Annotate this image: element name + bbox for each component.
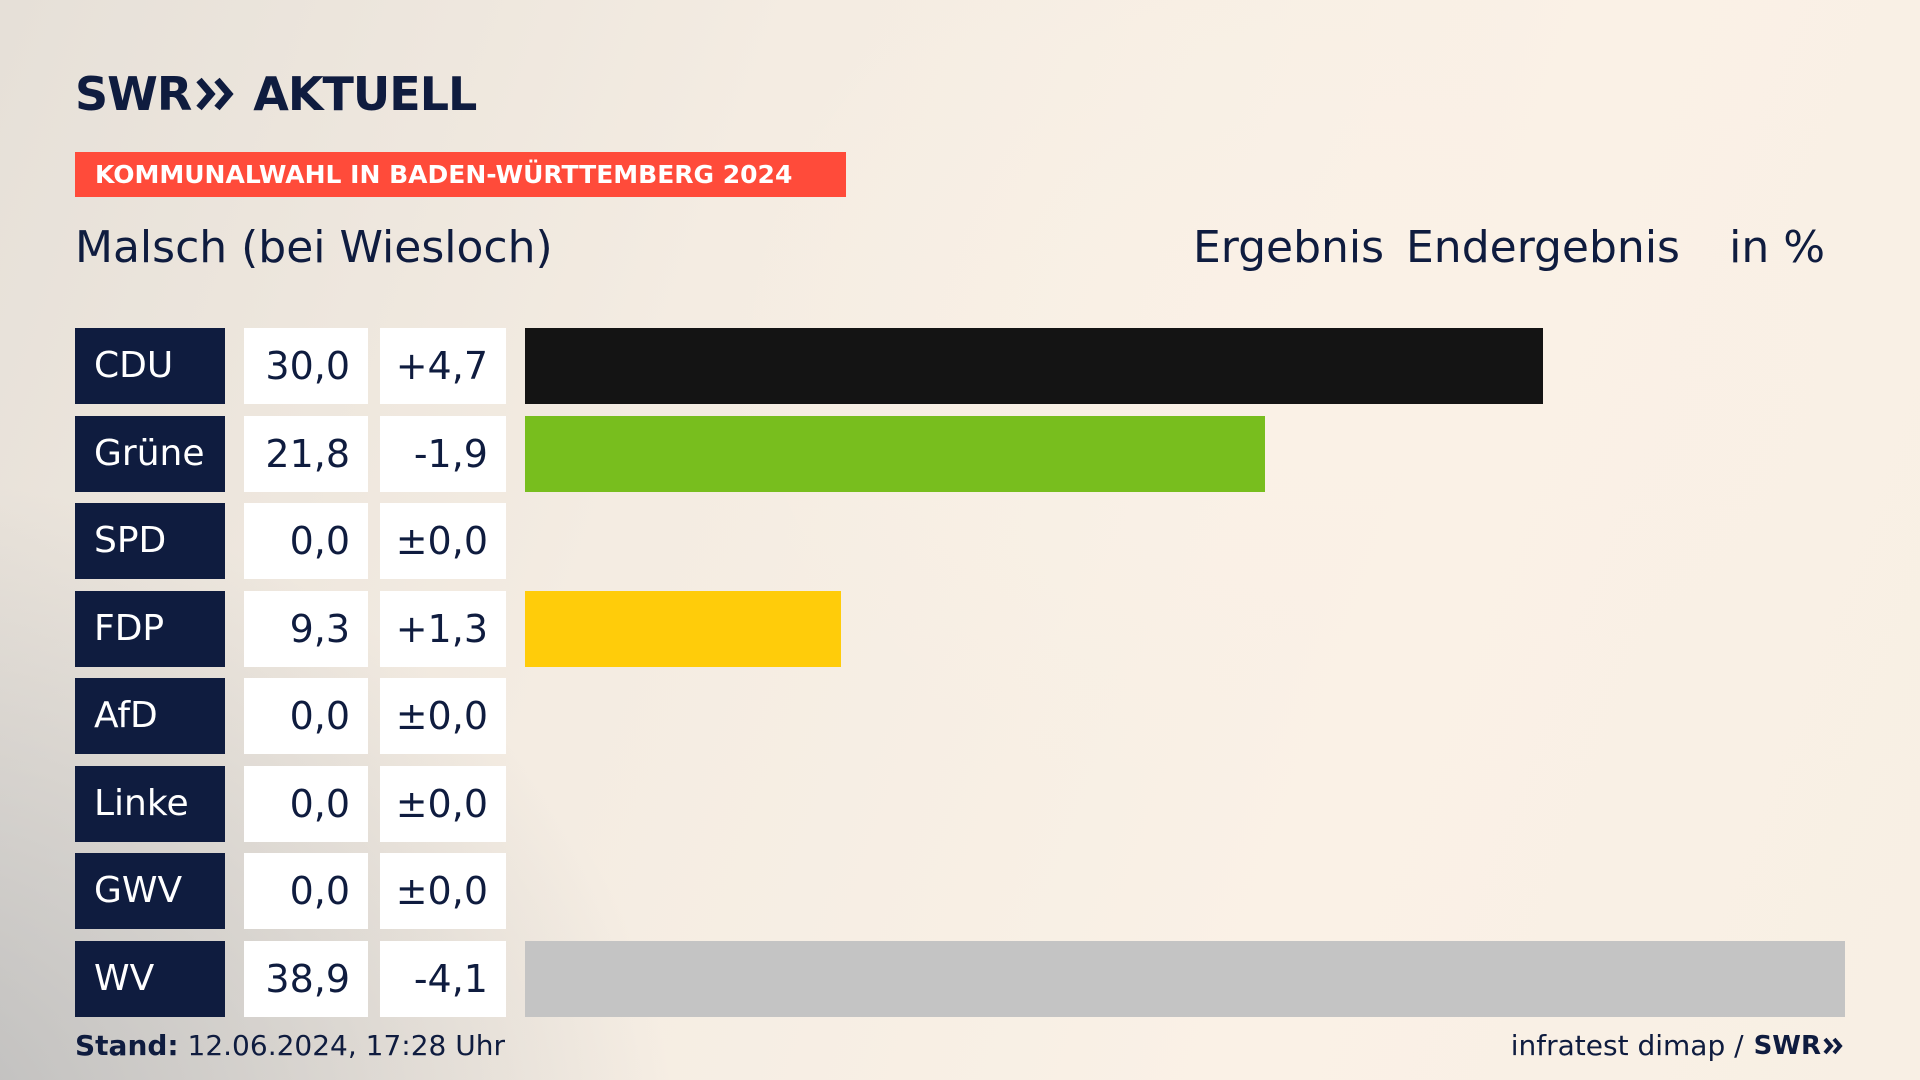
result-row: Grüne 21,8 -1,9 (0, 415, 1920, 492)
vote-share-label: 0,0 (244, 853, 368, 929)
aktuell-logo-text: AKTUELL (253, 67, 477, 121)
timestamp: Stand: 12.06.2024, 17:28 Uhr (75, 1028, 505, 1064)
party-label: Linke (75, 765, 225, 842)
double-chevron-icon (1823, 1037, 1843, 1055)
result-row: AfD 0,0 ±0,0 (0, 678, 1920, 754)
vote-share-label: 0,0 (244, 678, 368, 754)
header-unit: in % (1729, 222, 1825, 273)
change-label: +1,3 (380, 590, 506, 667)
vote-share-label: 30,0 (244, 328, 368, 404)
source-credit: infratest dimap / SWR (1511, 1028, 1845, 1064)
swr-small-logo: SWR (1754, 1028, 1845, 1064)
source-text: infratest dimap / (1510, 1029, 1744, 1062)
header-ergebnis: Ergebnis (1193, 222, 1385, 273)
party-label: FDP (75, 590, 225, 667)
vote-share-label: 0,0 (244, 765, 368, 842)
result-row: CDU 30,0 +4,7 (0, 328, 1920, 404)
change-label: ±0,0 (380, 503, 506, 579)
party-label: GWV (75, 853, 225, 929)
result-row: SPD 0,0 ±0,0 (0, 503, 1920, 579)
result-row: WV 38,9 -4,1 (0, 940, 1920, 1017)
party-label: CDU (75, 328, 225, 404)
vote-share-label: 9,3 (244, 590, 368, 667)
party-label: Grüne (75, 415, 225, 492)
change-label: ±0,0 (380, 765, 506, 842)
change-label: -4,1 (380, 940, 506, 1017)
vote-share-label: 21,8 (244, 415, 368, 492)
stand-label: Stand: (75, 1029, 179, 1062)
result-row: Linke 0,0 ±0,0 (0, 765, 1920, 842)
change-label: -1,9 (380, 415, 506, 492)
header-endergebnis: Endergebnis (1406, 222, 1680, 273)
election-banner: KOMMUNALWAHL IN BADEN-WÜRTTEMBERG 2024 (75, 152, 846, 197)
vote-share-label: 38,9 (244, 940, 368, 1017)
double-chevron-icon (196, 77, 234, 111)
location-title: Malsch (bei Wiesloch) (75, 222, 553, 273)
party-label: AfD (75, 678, 225, 754)
party-label: SPD (75, 503, 225, 579)
result-bar (525, 940, 1845, 1017)
result-bar (525, 415, 1265, 492)
party-label: WV (75, 940, 225, 1017)
swr-logo-text: SWR (75, 67, 192, 121)
result-bar (525, 328, 1543, 404)
result-row: FDP 9,3 +1,3 (0, 590, 1920, 667)
swr-aktuell-logo: SWR AKTUELL (75, 64, 477, 124)
change-label: +4,7 (380, 328, 506, 404)
swr-small-logo-text: SWR (1753, 1031, 1821, 1061)
result-bar (525, 590, 841, 667)
stand-value: 12.06.2024, 17:28 Uhr (187, 1029, 505, 1062)
change-label: ±0,0 (380, 678, 506, 754)
result-row: GWV 0,0 ±0,0 (0, 853, 1920, 929)
vote-share-label: 0,0 (244, 503, 368, 579)
change-label: ±0,0 (380, 853, 506, 929)
